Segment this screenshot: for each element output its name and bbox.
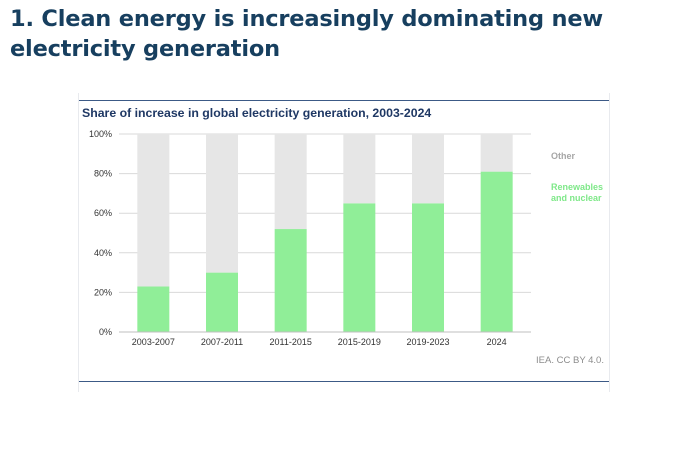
y-tick-label: 80% <box>94 169 112 179</box>
bar-renewables-nuclear <box>343 203 376 332</box>
bar-renewables-nuclear <box>274 229 307 332</box>
x-tick-label: 2011-2015 <box>269 337 311 347</box>
chart-title: Share of increase in global electricity … <box>82 106 432 120</box>
y-tick-label: 0% <box>99 327 112 337</box>
x-tick-label: 2019-2023 <box>406 337 449 347</box>
x-tick-label: 2015-2019 <box>338 337 381 347</box>
bar-other <box>137 134 170 287</box>
y-tick-label: 60% <box>94 208 112 218</box>
bar-other <box>480 134 513 172</box>
bar-renewables-nuclear <box>137 286 170 332</box>
y-tick-label: 100% <box>89 129 112 139</box>
bar-other <box>206 134 238 273</box>
legend-label: Other <box>551 151 576 161</box>
credit-text: IEA. CC BY 4.0. <box>536 355 604 366</box>
x-tick-label: 2007-2011 <box>201 337 243 347</box>
x-tick-label: 2003-2007 <box>132 337 175 347</box>
chart-card: Share of increase in global electricity … <box>78 93 610 392</box>
bar-other <box>274 134 307 230</box>
bar-other <box>343 134 376 204</box>
y-tick-label: 20% <box>94 287 112 297</box>
x-tick-label: 2024 <box>487 337 507 347</box>
chart-top-rule <box>79 100 609 101</box>
y-tick-label: 40% <box>94 248 112 258</box>
bar-renewables-nuclear <box>480 171 513 332</box>
bar-renewables-nuclear <box>206 272 238 332</box>
bar-other <box>412 134 444 204</box>
bar-chart: 0% 20% 40% 60% 80% 100% 2003-2007 2007-2011 2011… <box>89 129 603 347</box>
slide-title: 1. Clean energy is increasingly dominati… <box>10 6 603 62</box>
legend-label: Renewables and nuclear <box>551 182 603 203</box>
chart-bottom-rule <box>79 381 609 382</box>
bar-renewables-nuclear <box>412 203 444 332</box>
